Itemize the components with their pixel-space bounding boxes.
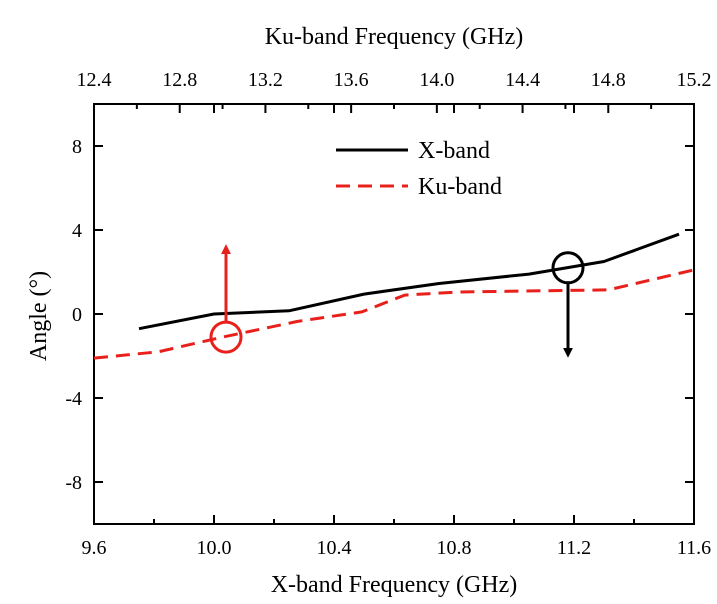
y-tick-label: 0 <box>72 304 82 326</box>
y-tick-label: -8 <box>65 472 82 494</box>
x2-tick-label: 13.2 <box>248 69 283 91</box>
legend-label-x-band: X-band <box>418 138 490 164</box>
y-tick-label: -4 <box>65 388 82 410</box>
x2-tick-label: 15.2 <box>677 69 712 91</box>
x-tick-label: 10.8 <box>437 537 472 559</box>
series-line-ku-band <box>93 268 695 360</box>
legend-label-ku-band: Ku-band <box>418 174 502 200</box>
x-tick-label: 10.4 <box>317 537 352 559</box>
plot-frame <box>93 103 695 525</box>
x2-tick-label: 14.8 <box>591 69 626 91</box>
y-axis-title: Angle (°) <box>26 271 52 361</box>
legend: X-band Ku-band <box>336 138 502 200</box>
series-line-x-band <box>138 232 680 331</box>
x2-tick-label: 13.6 <box>334 69 369 91</box>
x2-tick-label: 12.4 <box>77 69 112 91</box>
x2-tick-label: 12.8 <box>162 69 197 91</box>
x-tick-label: 11.6 <box>677 537 711 559</box>
x-tick-label: 10.0 <box>197 537 232 559</box>
x2-tick-label: 14.4 <box>505 69 540 91</box>
y-tick-label: 4 <box>72 220 82 242</box>
y-tick-label: 8 <box>72 136 82 158</box>
x-tick-label: 11.2 <box>557 537 591 559</box>
x-tick-label: 9.6 <box>82 537 107 559</box>
x-axis-title: X-band Frequency (GHz) <box>271 572 518 598</box>
x2-tick-label: 14.0 <box>419 69 454 91</box>
x2-axis-title: Ku-band Frequency (GHz) <box>265 24 524 50</box>
